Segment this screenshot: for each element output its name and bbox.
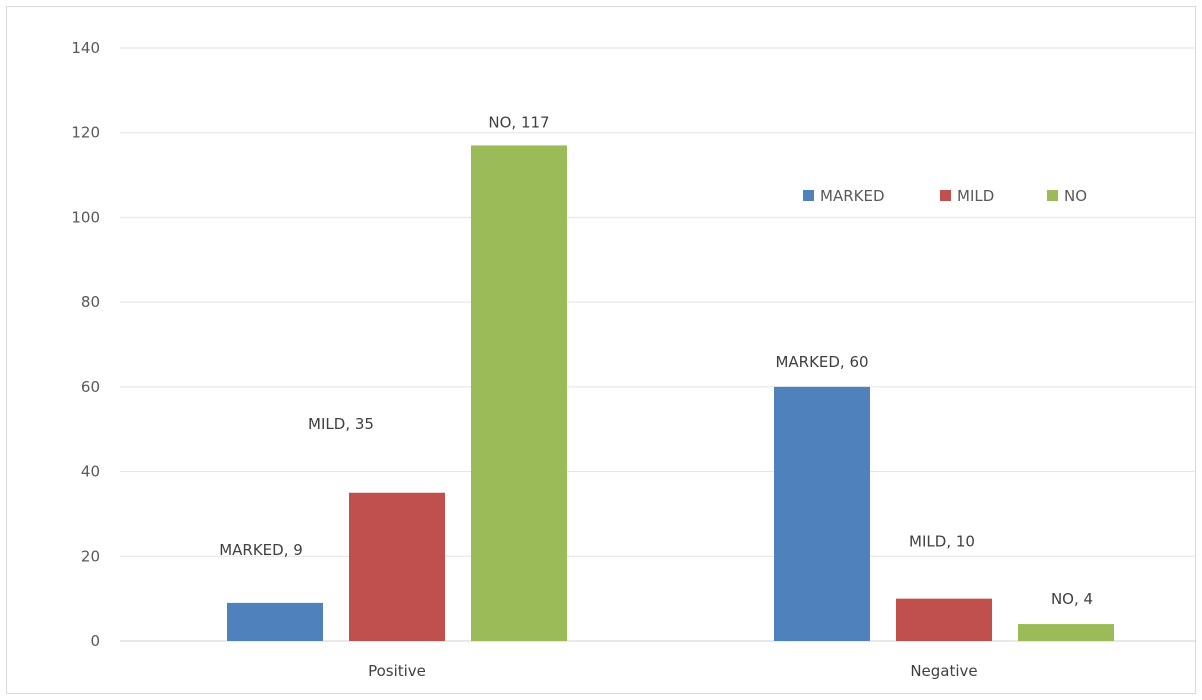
legend-label: NO — [1064, 187, 1087, 205]
y-tick-label: 20 — [81, 547, 100, 565]
data-label: MILD, 35 — [308, 415, 374, 433]
x-category-label: Positive — [368, 662, 426, 680]
x-category-label: Negative — [910, 662, 977, 680]
bar-no-negative — [1018, 624, 1114, 641]
data-labels: MARKED, 9 MARKED, 60 MILD, 35 MILD, 10 NO, 1… — [219, 113, 1093, 608]
y-tick-label: 0 — [90, 632, 100, 650]
legend-swatch — [940, 190, 951, 201]
y-tick-label: 80 — [81, 293, 100, 311]
bar-no-positive — [471, 145, 567, 641]
y-tick-label: 100 — [71, 208, 100, 226]
data-label: NO, 4 — [1051, 590, 1093, 608]
chart-frame — [6, 6, 1196, 694]
legend-swatch — [1047, 190, 1058, 201]
bars — [227, 145, 1114, 641]
x-axis-categories: Positive Negative — [368, 662, 978, 680]
legend-label: MARKED — [820, 187, 885, 205]
bar-marked-negative — [774, 386, 870, 641]
y-tick-label: 120 — [71, 124, 100, 142]
bar-mild-positive — [349, 492, 445, 641]
legend-swatch — [803, 190, 814, 201]
data-label: MARKED, 9 — [219, 541, 303, 559]
data-label: MILD, 10 — [909, 533, 975, 551]
y-tick-label: 140 — [71, 39, 100, 57]
y-tick-label: 60 — [81, 378, 100, 396]
bar-mild-negative — [896, 598, 992, 641]
legend-label: MILD — [957, 187, 994, 205]
y-axis-ticks: 0 20 40 60 80 100 120 140 — [71, 39, 100, 650]
data-label: MARKED, 60 — [775, 353, 868, 371]
y-tick-label: 40 — [81, 463, 100, 481]
legend: MARKED MILD NO — [803, 187, 1087, 205]
data-label: NO, 117 — [488, 113, 549, 131]
bar-marked-positive — [227, 602, 323, 641]
